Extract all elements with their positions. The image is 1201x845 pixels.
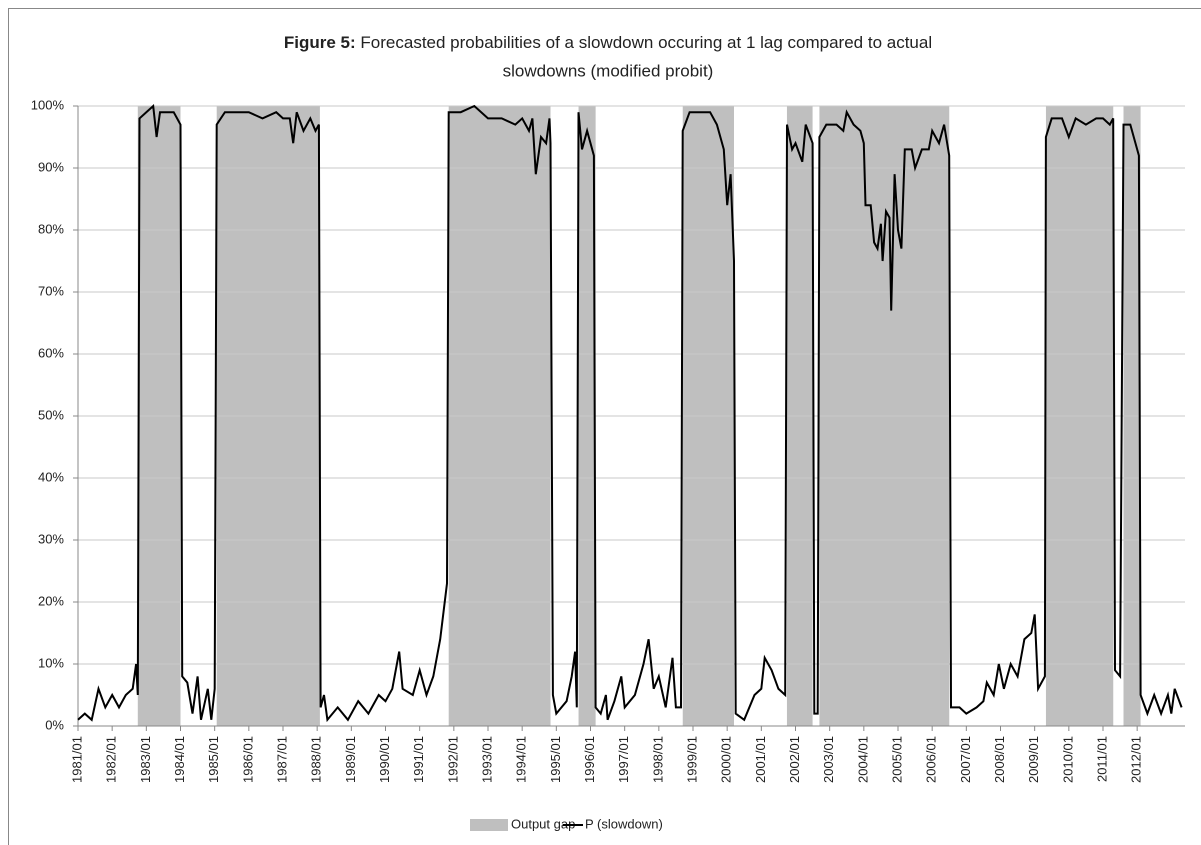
y-tick-label: 80% [38,221,64,236]
x-tick-label: 1985/01 [206,736,221,783]
x-tick-label: 1995/01 [548,736,563,783]
x-tick-label: 2003/01 [821,736,836,783]
legend-swatch [470,819,508,831]
x-tick-label: 1983/01 [138,736,153,783]
x-tick-label: 2001/01 [753,736,768,783]
legend-label: Output gap [511,816,575,831]
x-tick-label: 1991/01 [411,736,426,783]
y-tick-label: 30% [38,531,64,546]
x-tick-label: 1982/01 [104,736,119,783]
title-text: Forecasted probabilities of a slowdown o… [360,33,932,52]
x-tick-label: 1986/01 [240,736,255,783]
x-tick-label: 1996/01 [582,736,597,783]
x-tick-label: 2011/01 [1094,736,1109,782]
x-tick-label: 1987/01 [274,736,289,783]
x-tick-label: 2005/01 [889,736,904,783]
y-tick-label: 50% [38,407,64,422]
y-tick-label: 0% [45,717,64,732]
x-tick-label: 1999/01 [684,736,699,783]
x-tick-label: 1998/01 [650,736,665,783]
y-tick-label: 60% [38,345,64,360]
x-tick-label: 2006/01 [924,736,939,783]
x-tick-label: 1992/01 [445,736,460,783]
x-tick-label: 1997/01 [616,736,631,783]
x-tick-label: 2008/01 [992,736,1007,783]
x-tick-label: 2010/01 [1060,736,1075,783]
x-tick-label: 1984/01 [172,736,187,783]
y-tick-label: 90% [38,159,64,174]
x-tick-label: 2002/01 [787,736,802,783]
legend-label: P (slowdown) [585,816,663,831]
x-tick-label: 1993/01 [479,736,494,783]
x-tick-label: 1981/01 [69,736,84,783]
x-tick-label: 2007/01 [958,736,973,783]
chart-title: Figure 5: Forecasted probabilities of a … [284,33,932,52]
x-tick-label: 1989/01 [343,736,358,783]
x-tick-label: 2012/01 [1129,736,1144,783]
x-tick-label: 2004/01 [855,736,870,783]
y-tick-label: 100% [31,97,65,112]
y-tick-label: 40% [38,469,64,484]
chart-frame [8,8,1201,845]
chart-title-line2: slowdowns (modified probit) [503,61,714,80]
y-tick-label: 10% [38,655,64,670]
title-label: Figure 5: [284,33,356,52]
x-tick-label: 1990/01 [377,736,392,783]
x-tick-label: 2009/01 [1026,736,1041,783]
line-series [77,103,1183,723]
x-tick-label: 1988/01 [309,736,324,783]
y-tick-label: 70% [38,283,64,298]
y-tick-label: 20% [38,593,64,608]
x-tick-label: 1994/01 [514,736,529,783]
x-tick-label: 2000/01 [719,736,734,783]
